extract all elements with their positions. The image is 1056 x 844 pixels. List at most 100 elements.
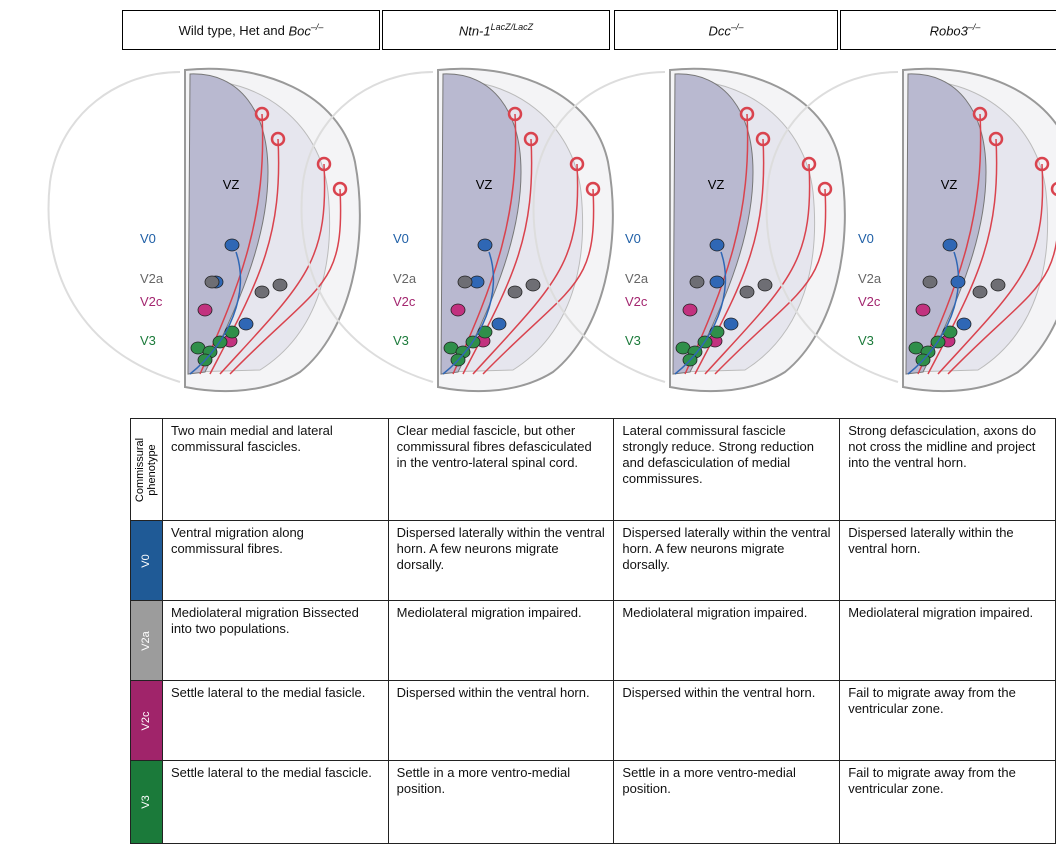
table-cell: Dispersed within the ventral horn. (614, 681, 840, 761)
table-cell: Fail to migrate away from the ventricula… (840, 761, 1056, 844)
header-genotype: Boc–/– (288, 22, 323, 38)
vz-label: VZ (708, 177, 725, 192)
gene-name: Ntn-1 (459, 23, 491, 38)
population-label: V2c (625, 294, 648, 309)
row-header: Commissural phenotype (131, 419, 163, 521)
header-box: Dcc–/– (614, 10, 838, 50)
header-genotype: Robo3–/– (930, 22, 981, 38)
interneuron (478, 326, 492, 338)
row-header: V0 (131, 521, 163, 601)
vz-label: VZ (476, 177, 493, 192)
figure: Wild type, Het and Boc–/–Ntn-1LacZ/LacZD… (0, 0, 1056, 843)
interneuron (478, 239, 492, 251)
interneuron (710, 326, 724, 338)
interneuron (273, 279, 287, 291)
diagrams: VZ V0 V2a V2c V3 VZ V0 V2a V2c V3 VZ V0 V2a V2c V3 VZ V0… (0, 52, 1056, 402)
spinal-cord: VZ V0 V2a V2c V3 (49, 69, 360, 391)
population-label: V2c (140, 294, 163, 309)
interneuron (526, 279, 540, 291)
population-label: V2c (393, 294, 416, 309)
vz-label: VZ (223, 177, 240, 192)
interneuron (225, 239, 239, 251)
table-cell: Mediolateral migration impaired. (614, 601, 840, 681)
interneuron (740, 286, 754, 298)
table-cell: Mediolateral migration impaired. (388, 601, 614, 681)
interneuron (458, 276, 472, 288)
table-cell: Mediolateral migration Bissected into tw… (162, 601, 388, 681)
population-label: V2a (625, 271, 649, 286)
population-label: V0 (858, 231, 874, 246)
row-header: V2a (131, 601, 163, 681)
row-header-text: V2a (138, 631, 154, 651)
population-label: V0 (625, 231, 641, 246)
population-label: V3 (393, 333, 409, 348)
table-cell: Clear medial fascicle, but other commiss… (388, 419, 614, 521)
header-box: Robo3–/– (840, 10, 1056, 50)
table-cell: Mediolateral migration impaired. (840, 601, 1056, 681)
gene-name: Robo3 (930, 23, 968, 38)
row-header: V3 (131, 761, 163, 844)
header-genotype: Ntn-1LacZ/LacZ (459, 22, 533, 38)
gene-superscript: –/– (968, 22, 981, 32)
interneuron (916, 304, 930, 316)
interneuron (710, 276, 724, 288)
gene-name: Dcc (709, 23, 731, 38)
table-cell: Lateral commissural fascicle strongly re… (614, 419, 840, 521)
table-cell: Fail to migrate away from the ventricula… (840, 681, 1056, 761)
interneuron (239, 318, 253, 330)
table-row: V2a Mediolateral migration Bissected into… (131, 601, 1056, 681)
interneuron (451, 304, 465, 316)
interneuron (492, 318, 506, 330)
row-header-text: V3 (138, 795, 154, 808)
interneuron (255, 286, 269, 298)
table-cell: Strong defasciculation, axons do not cro… (840, 419, 1056, 521)
gene-superscript: LacZ/LacZ (491, 22, 534, 32)
header-genotype: Dcc–/– (709, 22, 744, 38)
row-header-text: V2c (138, 711, 154, 730)
population-label: V2a (140, 271, 164, 286)
row-header-text: Commissural phenotype (134, 425, 158, 515)
interneuron (508, 286, 522, 298)
population-label: V3 (625, 333, 641, 348)
interneuron (991, 279, 1005, 291)
row-header: V2c (131, 681, 163, 761)
gene-superscript: –/– (311, 22, 324, 32)
header-box: Ntn-1LacZ/LacZ (382, 10, 610, 50)
interneuron (957, 318, 971, 330)
table-row: V3 Settle lateral to the medial fascicle.… (131, 761, 1056, 844)
table-cell: Two main medial and lateral commissural … (162, 419, 388, 521)
interneuron (690, 276, 704, 288)
table-cell: Settle in a more ventro-medial position. (614, 761, 840, 844)
interneuron (683, 304, 697, 316)
gene-name: Boc (288, 23, 310, 38)
gene-superscript: –/– (731, 22, 744, 32)
interneuron (205, 276, 219, 288)
table-cell: Ventral migration along commissural fibr… (162, 521, 388, 601)
table-row: V2c Settle lateral to the medial fasicle.… (131, 681, 1056, 761)
interneuron (724, 318, 738, 330)
interneuron (198, 304, 212, 316)
population-label: V2c (858, 294, 881, 309)
header-prefix: Wild type, Het and (179, 23, 289, 38)
interneuron (923, 276, 937, 288)
population-label: V3 (140, 333, 156, 348)
interneuron (943, 239, 957, 251)
table-cell: Settle lateral to the medial fascicle. (162, 761, 388, 844)
table-cell: Dispersed laterally within the ventral h… (614, 521, 840, 601)
table-cell: Settle lateral to the medial fasicle. (162, 681, 388, 761)
cord-outline-ghost (49, 72, 180, 382)
population-label: V2a (393, 271, 417, 286)
population-label: V0 (140, 231, 156, 246)
interneuron (973, 286, 987, 298)
interneuron (710, 239, 724, 251)
table-cell: Dispersed laterally within the ventral h… (840, 521, 1056, 601)
table-row: V0 Ventral migration along commissural fi… (131, 521, 1056, 601)
header-box: Wild type, Het and Boc–/– (122, 10, 380, 50)
table-cell: Settle in a more ventro-medial position. (388, 761, 614, 844)
row-header-text: V0 (138, 554, 154, 567)
interneuron (758, 279, 772, 291)
vz-label: VZ (941, 177, 958, 192)
population-label: V0 (393, 231, 409, 246)
